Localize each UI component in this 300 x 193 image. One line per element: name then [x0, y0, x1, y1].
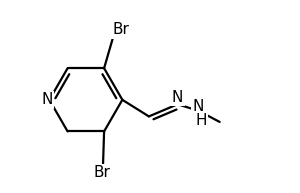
Text: N: N: [193, 99, 204, 114]
Text: N: N: [172, 90, 183, 105]
Text: H: H: [195, 113, 207, 128]
Text: N: N: [41, 92, 53, 107]
Text: Br: Br: [94, 165, 110, 180]
Text: Br: Br: [112, 22, 129, 37]
